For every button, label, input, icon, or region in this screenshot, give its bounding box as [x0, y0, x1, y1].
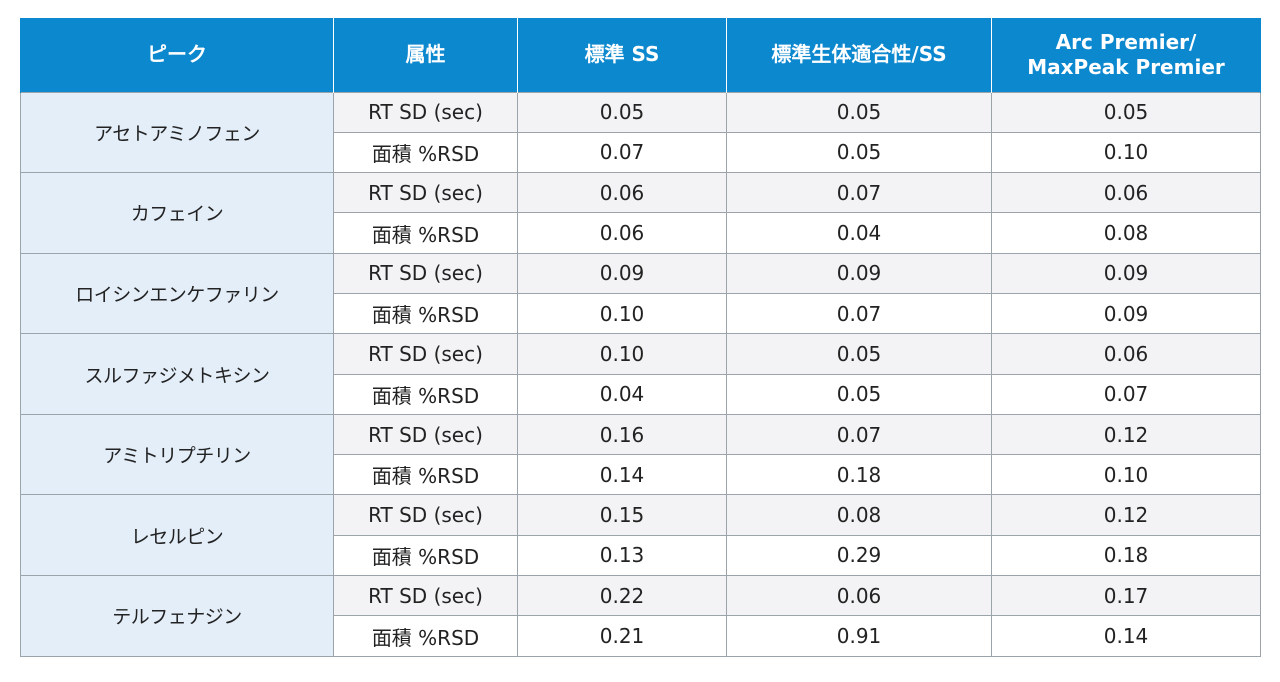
results-table: ピーク 属性 標準 SS 標準生体適合性/SS Arc Premier/ Max…	[20, 18, 1261, 657]
table-body: アセトアミノフェン RT SD (sec) 0.05 0.05 0.05 面積 %RSD 0…	[20, 91, 1261, 657]
table-row: 面積 %RSD 0.07 0.05 0.10	[21, 131, 1261, 174]
value-cell: 0.06	[726, 575, 992, 617]
value-cell: 0.04	[517, 373, 727, 415]
value-cell: 0.16	[517, 413, 727, 456]
peak-name-cell: テルフェナジン	[20, 575, 334, 657]
value-cell: 0.06	[517, 172, 727, 214]
value-cell: 0.05	[517, 91, 727, 133]
value-cell: 0.07	[726, 413, 992, 456]
header-row: ピーク 属性 標準 SS 標準生体適合性/SS Arc Premier/ Max…	[20, 18, 1261, 92]
value-cell: 0.07	[991, 373, 1261, 415]
table-row: レセルピン RT SD (sec) 0.15 0.08 0.12	[20, 494, 1261, 577]
value-cell: 0.91	[726, 615, 992, 657]
table-row: アミトリプチリン RT SD (sec) 0.16 0.07 0.12	[20, 413, 1261, 496]
value-cell: 0.29	[726, 534, 992, 577]
value-cell: 0.06	[517, 212, 727, 254]
table-row: カフェイン RT SD (sec) 0.06 0.07 0.06	[20, 172, 1261, 254]
attribute-cell: 面積 %RSD	[333, 292, 518, 335]
table-header: ピーク 属性 標準 SS 標準生体適合性/SS Arc Premier/ Max…	[20, 18, 1261, 92]
attribute-cell: 面積 %RSD	[333, 454, 518, 496]
attribute-cell: 面積 %RSD	[333, 615, 518, 657]
attribute-cell: RT SD (sec)	[333, 413, 518, 456]
attribute-cell: RT SD (sec)	[333, 172, 518, 214]
header-standard-ss: 標準 SS	[517, 18, 727, 92]
header-arc-premier: Arc Premier/ MaxPeak Premier	[991, 18, 1261, 92]
value-cell: 0.10	[517, 292, 727, 335]
value-cell: 0.21	[517, 615, 727, 657]
attribute-cell: RT SD (sec)	[333, 252, 518, 294]
attribute-cell: RT SD (sec)	[333, 333, 518, 375]
table-row: 面積 %RSD 0.13 0.29 0.18	[21, 534, 1261, 577]
value-cell: 0.13	[517, 534, 727, 577]
peak-name-cell: スルファジメトキシン	[20, 333, 334, 415]
value-cell: 0.12	[991, 494, 1261, 536]
value-cell: 0.06	[991, 333, 1261, 375]
peak-name-cell: アミトリプチリン	[20, 413, 334, 496]
value-cell: 0.05	[726, 91, 992, 133]
attribute-cell: RT SD (sec)	[333, 91, 518, 133]
value-cell: 0.18	[726, 454, 992, 496]
header-arc-premier-line-2: MaxPeak Premier	[1027, 54, 1225, 79]
peak-name-cell: カフェイン	[20, 172, 334, 254]
value-cell: 0.17	[991, 575, 1261, 617]
table-row: 面積 %RSD 0.06 0.04 0.08	[21, 212, 1261, 254]
value-cell: 0.09	[726, 252, 992, 294]
value-cell: 0.07	[726, 292, 992, 335]
value-cell: 0.22	[517, 575, 727, 617]
table-row: 面積 %RSD 0.14 0.18 0.10	[21, 454, 1261, 496]
peak-name-cell: レセルピン	[20, 494, 334, 577]
table-row: 面積 %RSD 0.21 0.91 0.14	[21, 615, 1261, 657]
header-attribute: 属性	[333, 18, 518, 92]
value-cell: 0.08	[726, 494, 992, 536]
value-cell: 0.12	[991, 413, 1261, 456]
attribute-cell: 面積 %RSD	[333, 534, 518, 577]
value-cell: 0.18	[991, 534, 1261, 577]
table-row: スルファジメトキシン RT SD (sec) 0.10 0.05 0.06	[20, 333, 1261, 415]
attribute-cell: RT SD (sec)	[333, 575, 518, 617]
value-cell: 0.04	[726, 212, 992, 254]
value-cell: 0.15	[517, 494, 727, 536]
value-cell: 0.09	[991, 292, 1261, 335]
header-standard-biocompatible-ss: 標準生体適合性/SS	[726, 18, 992, 92]
value-cell: 0.05	[726, 373, 992, 415]
value-cell: 0.14	[991, 615, 1261, 657]
table-row: アセトアミノフェン RT SD (sec) 0.05 0.05 0.05	[20, 91, 1261, 174]
table-row: ロイシンエンケファリン RT SD (sec) 0.09 0.09 0.09	[20, 252, 1261, 335]
value-cell: 0.09	[517, 252, 727, 294]
value-cell: 0.06	[991, 172, 1261, 214]
value-cell: 0.07	[517, 131, 727, 174]
value-cell: 0.10	[991, 131, 1261, 174]
header-peak: ピーク	[20, 18, 334, 92]
value-cell: 0.05	[726, 333, 992, 375]
value-cell: 0.10	[991, 454, 1261, 496]
header-arc-premier-line-1: Arc Premier/	[1055, 29, 1197, 54]
attribute-cell: 面積 %RSD	[333, 212, 518, 254]
table-row: テルフェナジン RT SD (sec) 0.22 0.06 0.17	[20, 575, 1261, 657]
table-row: 面積 %RSD 0.10 0.07 0.09	[21, 292, 1261, 335]
attribute-cell: RT SD (sec)	[333, 494, 518, 536]
value-cell: 0.05	[991, 91, 1261, 133]
value-cell: 0.07	[726, 172, 992, 214]
value-cell: 0.14	[517, 454, 727, 496]
value-cell: 0.08	[991, 212, 1261, 254]
value-cell: 0.05	[726, 131, 992, 174]
value-cell: 0.10	[517, 333, 727, 375]
attribute-cell: 面積 %RSD	[333, 373, 518, 415]
attribute-cell: 面積 %RSD	[333, 131, 518, 174]
peak-name-cell: アセトアミノフェン	[20, 91, 334, 174]
value-cell: 0.09	[991, 252, 1261, 294]
peak-name-cell: ロイシンエンケファリン	[20, 252, 334, 335]
